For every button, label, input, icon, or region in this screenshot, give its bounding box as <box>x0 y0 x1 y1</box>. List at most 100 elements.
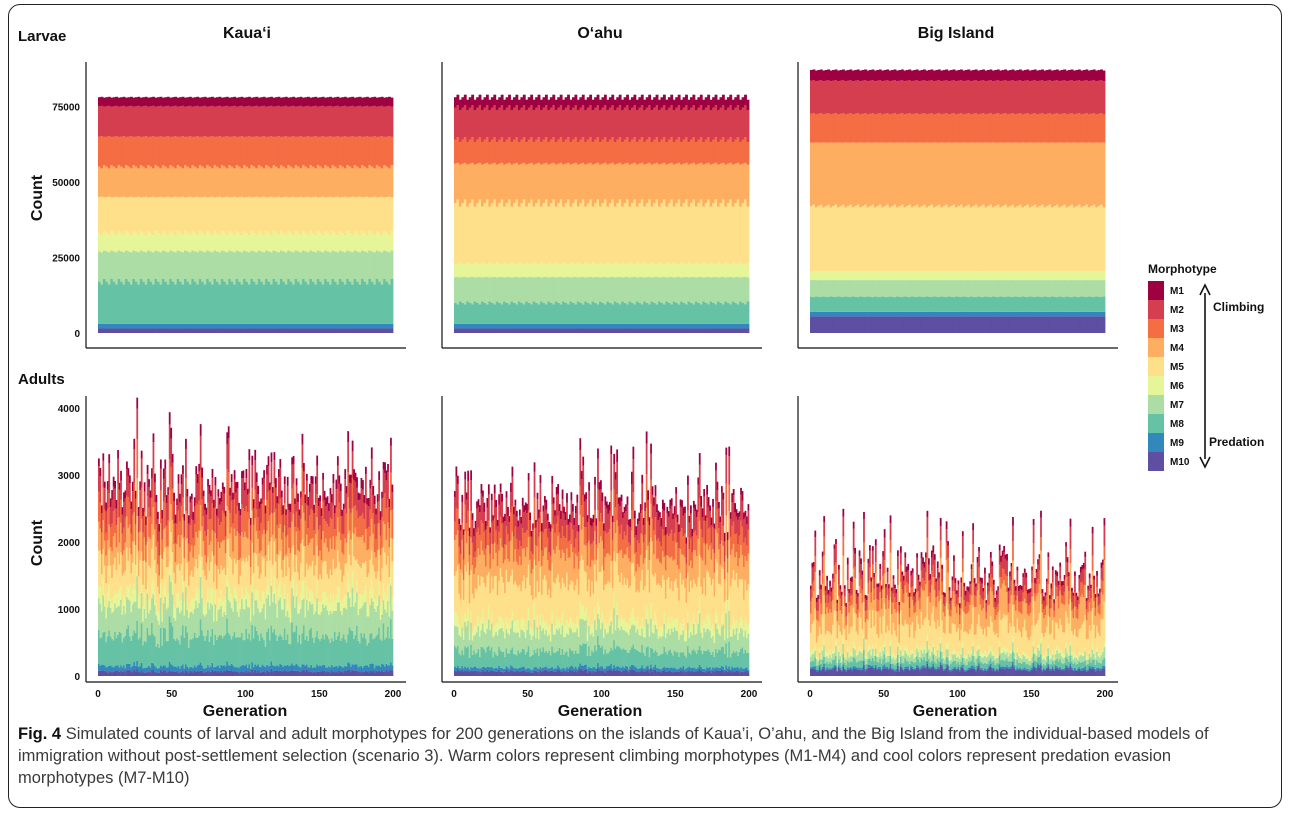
adults-bar-segment <box>189 525 192 552</box>
larvae-bar-segment <box>893 316 897 333</box>
larvae-bar-segment <box>540 301 543 324</box>
larvae-bar-segment <box>999 270 1003 281</box>
larvae-bar-segment <box>289 106 293 137</box>
larvae-bar-segment <box>851 114 855 143</box>
larvae-bar-segment <box>881 207 885 271</box>
adults-bar-segment <box>211 529 214 552</box>
adults-bar-segment <box>266 587 268 599</box>
larvae-bar-segment <box>520 302 524 324</box>
larvae-bar-segment <box>1097 280 1101 297</box>
larvae-bar-segment <box>572 203 575 264</box>
larvae-bar-segment <box>937 311 941 317</box>
larvae-bar-segment <box>157 233 160 252</box>
larvae-bar-segment <box>994 311 998 317</box>
larvae-bar-segment <box>378 136 382 167</box>
larvae-bar-segment <box>110 136 114 166</box>
larvae-bar-segment <box>692 264 696 277</box>
adults-bar-segment <box>157 511 159 520</box>
adults-bar-segment <box>258 672 261 676</box>
larvae-bar-segment <box>984 70 988 82</box>
larvae-bar-segment <box>576 164 580 207</box>
adults-bar-segment <box>170 531 173 565</box>
adults-bar-segment <box>207 629 209 665</box>
adults-bar-segment <box>283 503 286 526</box>
larvae-bar-segment <box>638 323 642 329</box>
larvae-bar-segment <box>1077 316 1081 333</box>
larvae-bar-segment <box>134 106 138 137</box>
larvae-bar-segment <box>905 271 909 281</box>
larvae-bar-segment <box>98 106 101 137</box>
larvae-bar-segment <box>191 328 195 333</box>
larvae-bar-segment <box>517 323 521 329</box>
larvae-bar-segment <box>1036 81 1040 115</box>
larvae-bar-segment <box>223 106 227 137</box>
adults-bar-segment <box>277 600 280 637</box>
larvae-bar-segment <box>262 284 266 324</box>
adults-bar-segment <box>213 667 215 672</box>
larvae-y-tick-label: 0 <box>74 329 80 340</box>
larvae-bar-segment <box>498 97 502 108</box>
larvae-bar-segment <box>925 114 929 143</box>
larvae-bar-segment <box>677 199 681 265</box>
larvae-bar-segment <box>520 263 524 278</box>
adults-bar-segment <box>217 496 220 518</box>
adults-bar-segment <box>279 670 282 676</box>
larvae-bar-segment <box>903 142 907 208</box>
larvae-bar-segment <box>645 139 649 164</box>
larvae-bar-segment <box>658 206 661 263</box>
adults-bar-segment <box>174 543 177 563</box>
larvae-bar-segment <box>873 70 877 82</box>
larvae-bar-segment <box>1016 316 1020 333</box>
larvae-bar-segment <box>687 301 691 324</box>
larvae-bar-segment <box>535 323 538 329</box>
adults-bar-segment <box>123 594 125 606</box>
larvae-bar-segment <box>535 107 538 140</box>
larvae-bar-segment <box>552 105 556 138</box>
larvae-bar-segment <box>191 197 195 232</box>
adults-bar-segment <box>106 540 109 567</box>
larvae-bar-segment <box>196 168 200 197</box>
adults-bar-segment <box>289 644 292 666</box>
larvae-bar-segment <box>107 328 111 333</box>
adults-bar-segment <box>264 606 267 620</box>
larvae-bar-segment <box>859 114 863 143</box>
larvae-bar-segment <box>707 276 711 305</box>
larvae-bar-segment <box>193 328 197 333</box>
larvae-bar-segment <box>272 197 276 232</box>
adults-bar-segment <box>205 667 208 672</box>
larvae-bar-segment <box>908 311 912 317</box>
larvae-bar-segment <box>299 168 303 197</box>
larvae-bar-segment <box>557 328 561 333</box>
larvae-bar-segment <box>129 168 133 197</box>
larvae-bar-segment <box>952 113 956 143</box>
larvae-bar-segment <box>341 328 345 333</box>
larvae-bar-segment <box>1038 296 1042 312</box>
adults-bar-segment <box>220 501 223 523</box>
adults-bar-segment <box>279 582 282 598</box>
larvae-bar-segment <box>631 139 634 164</box>
larvae-bar-segment <box>1033 271 1037 281</box>
larvae-bar-segment <box>279 165 283 198</box>
larvae-bar-segment <box>562 164 566 207</box>
larvae-bar-segment <box>1100 316 1103 333</box>
adults-bar-segment <box>134 632 137 666</box>
larvae-bar-segment <box>257 231 261 251</box>
adults-bar-segment <box>117 593 119 607</box>
adults-bar-segment <box>204 555 206 576</box>
larvae-bar-segment <box>284 168 288 197</box>
adults-bar-segment <box>112 611 115 641</box>
adults-bar-segment <box>218 525 221 549</box>
larvae-bar-segment <box>871 113 875 143</box>
larvae-bar-segment <box>223 233 227 252</box>
larvae-bar-segment <box>547 206 551 263</box>
larvae-bar-segment <box>390 278 394 324</box>
adults-bar-segment <box>246 494 249 513</box>
adults-bar-segment <box>254 552 257 590</box>
larvae-bar-segment <box>250 97 254 107</box>
larvae-bar-segment <box>829 70 833 82</box>
larvae-bar-segment <box>586 277 590 303</box>
adults-bar-segment <box>213 644 215 668</box>
adults-bar-segment <box>249 621 252 641</box>
larvae-bar-segment <box>1077 280 1081 298</box>
larvae-bar-segment <box>724 99 728 111</box>
